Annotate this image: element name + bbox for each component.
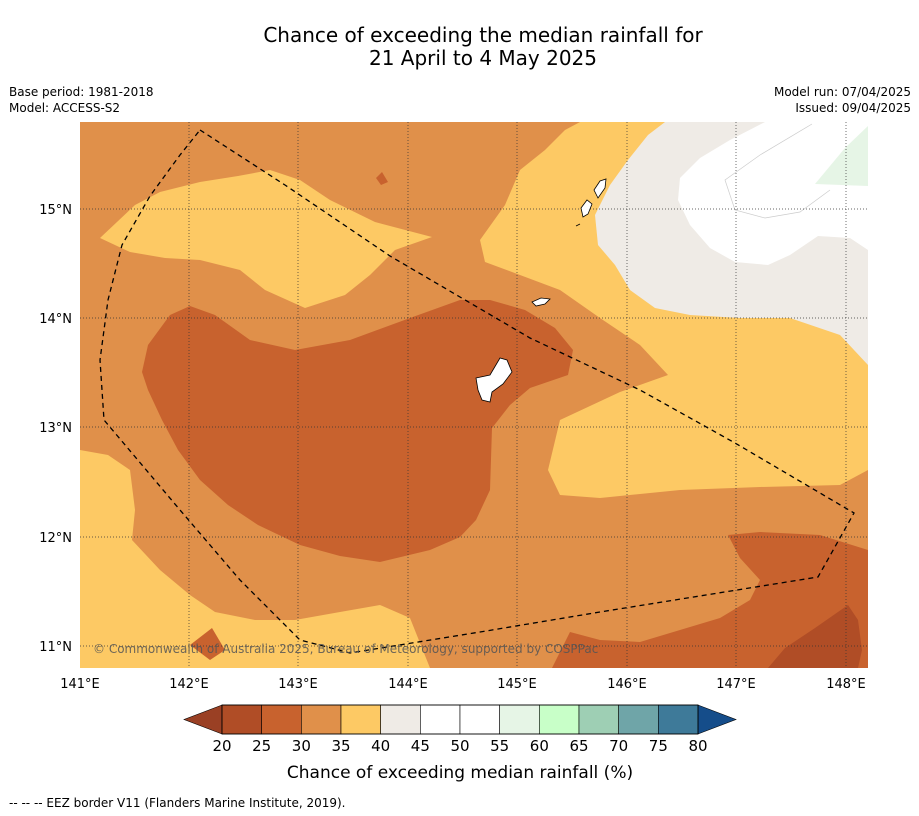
lon-label-144: 144°E bbox=[388, 677, 428, 692]
colorbar-tick-label: 40 bbox=[371, 737, 390, 755]
region-35-40-southwest bbox=[80, 450, 430, 668]
lat-label-12: 12°N bbox=[39, 531, 72, 546]
colorbar-tick-label: 65 bbox=[569, 737, 588, 755]
lon-label-145: 145°E bbox=[497, 677, 537, 692]
colorbar-segment bbox=[618, 704, 659, 735]
colorbar-tick-label: 80 bbox=[688, 737, 707, 755]
lon-label-147: 147°E bbox=[716, 677, 756, 692]
colorbar-segments bbox=[221, 704, 699, 735]
colorbar-tick-label: 45 bbox=[411, 737, 430, 755]
contour-line bbox=[724, 123, 831, 219]
lat-label-11: 11°N bbox=[39, 640, 72, 655]
rainfall-map: © Commonwealth of Australia 2025, Bureau… bbox=[80, 122, 868, 668]
map-title-line1: Chance of exceeding the median rainfall … bbox=[263, 23, 703, 47]
colorbar-segment bbox=[380, 704, 421, 735]
copyright-text: © Commonwealth of Australia 2025, Bureau… bbox=[93, 642, 598, 656]
region-55-60 bbox=[815, 126, 868, 186]
colorbar-outline bbox=[221, 704, 699, 735]
eez-border bbox=[99, 129, 855, 654]
colorbar-segment bbox=[340, 704, 381, 735]
colorbar-segment bbox=[658, 704, 699, 735]
colorbar-under-triangle bbox=[183, 704, 223, 735]
map-title-line2: 21 April to 4 May 2025 bbox=[369, 46, 597, 70]
meta-right: Model run: 07/04/2025 Issued: 09/04/2025 bbox=[774, 84, 911, 116]
islands bbox=[475, 178, 607, 403]
model-run: Model run: 07/04/2025 bbox=[773, 85, 911, 99]
colorbar-segment bbox=[420, 704, 461, 735]
colorbar-tick-label: 55 bbox=[490, 737, 509, 755]
lat-label-13: 13°N bbox=[39, 421, 72, 436]
lon-label-141: 141°E bbox=[60, 677, 100, 692]
colorbar-tick-label: 50 bbox=[450, 737, 469, 755]
eez-legend: -- -- -- EEZ border V11 (Flanders Marine… bbox=[9, 796, 346, 810]
base-period: Base period: 1981-2018 bbox=[9, 85, 154, 99]
region-45-55 bbox=[678, 122, 868, 265]
model-name: Model: ACCESS-S2 bbox=[9, 101, 121, 115]
graticule bbox=[80, 122, 868, 668]
lat-label-14: 14°N bbox=[39, 312, 72, 327]
island-rota bbox=[531, 297, 551, 307]
colorbar-over-triangle bbox=[697, 704, 737, 735]
lat-labels: 15°N 14°N 13°N 12°N 11°N bbox=[39, 203, 72, 655]
island-guam bbox=[475, 357, 513, 403]
lon-labels: 141°E 142°E 143°E 144°E 145°E 146°E 147°… bbox=[60, 677, 866, 692]
colorbar-ticks: 20 25 30 35 40 45 50 55 60 65 70 75 80 bbox=[212, 737, 707, 755]
colorbar-segment bbox=[578, 704, 619, 735]
colorbar-tick-label: 25 bbox=[252, 737, 271, 755]
colorbar-label: Chance of exceeding median rainfall (%) bbox=[287, 763, 633, 783]
colorbar-tick-label: 30 bbox=[292, 737, 311, 755]
colorbar-segment bbox=[221, 704, 262, 735]
lon-label-142: 142°E bbox=[169, 677, 209, 692]
island-tinian bbox=[580, 199, 593, 218]
colorbar-segment bbox=[261, 704, 302, 735]
lat-label-15: 15°N bbox=[39, 203, 72, 218]
region-20-25 bbox=[768, 605, 862, 668]
region-25-30-southeast bbox=[552, 532, 868, 668]
island-saipan bbox=[593, 178, 607, 199]
colorbar-tick-label: 60 bbox=[530, 737, 549, 755]
colorbar-tick-label: 35 bbox=[331, 737, 350, 755]
meta-left: Base period: 1981-2018 Model: ACCESS-S2 bbox=[9, 84, 154, 116]
lon-label-148: 148°E bbox=[826, 677, 866, 692]
colorbar-segment bbox=[459, 704, 500, 735]
colorbar-tick-label: 70 bbox=[609, 737, 628, 755]
region-25-30-dot bbox=[376, 172, 388, 185]
colorbar-segment bbox=[539, 704, 580, 735]
issued-date: Issued: 09/04/2025 bbox=[795, 101, 911, 115]
colorbar: 20 25 30 35 40 45 50 55 60 65 70 75 80 Chance of exc… bbox=[183, 704, 737, 783]
lon-label-143: 143°E bbox=[278, 677, 318, 692]
island-aguijan bbox=[575, 223, 581, 227]
colorbar-segment bbox=[499, 704, 540, 735]
colorbar-tick-label: 20 bbox=[212, 737, 231, 755]
region-25-30-small bbox=[190, 628, 225, 660]
colorbar-tick-label: 75 bbox=[649, 737, 668, 755]
colorbar-segment bbox=[301, 704, 342, 735]
region-35-40-northwest bbox=[100, 170, 432, 308]
region-25-30-core bbox=[142, 300, 573, 562]
lon-label-146: 146°E bbox=[607, 677, 647, 692]
